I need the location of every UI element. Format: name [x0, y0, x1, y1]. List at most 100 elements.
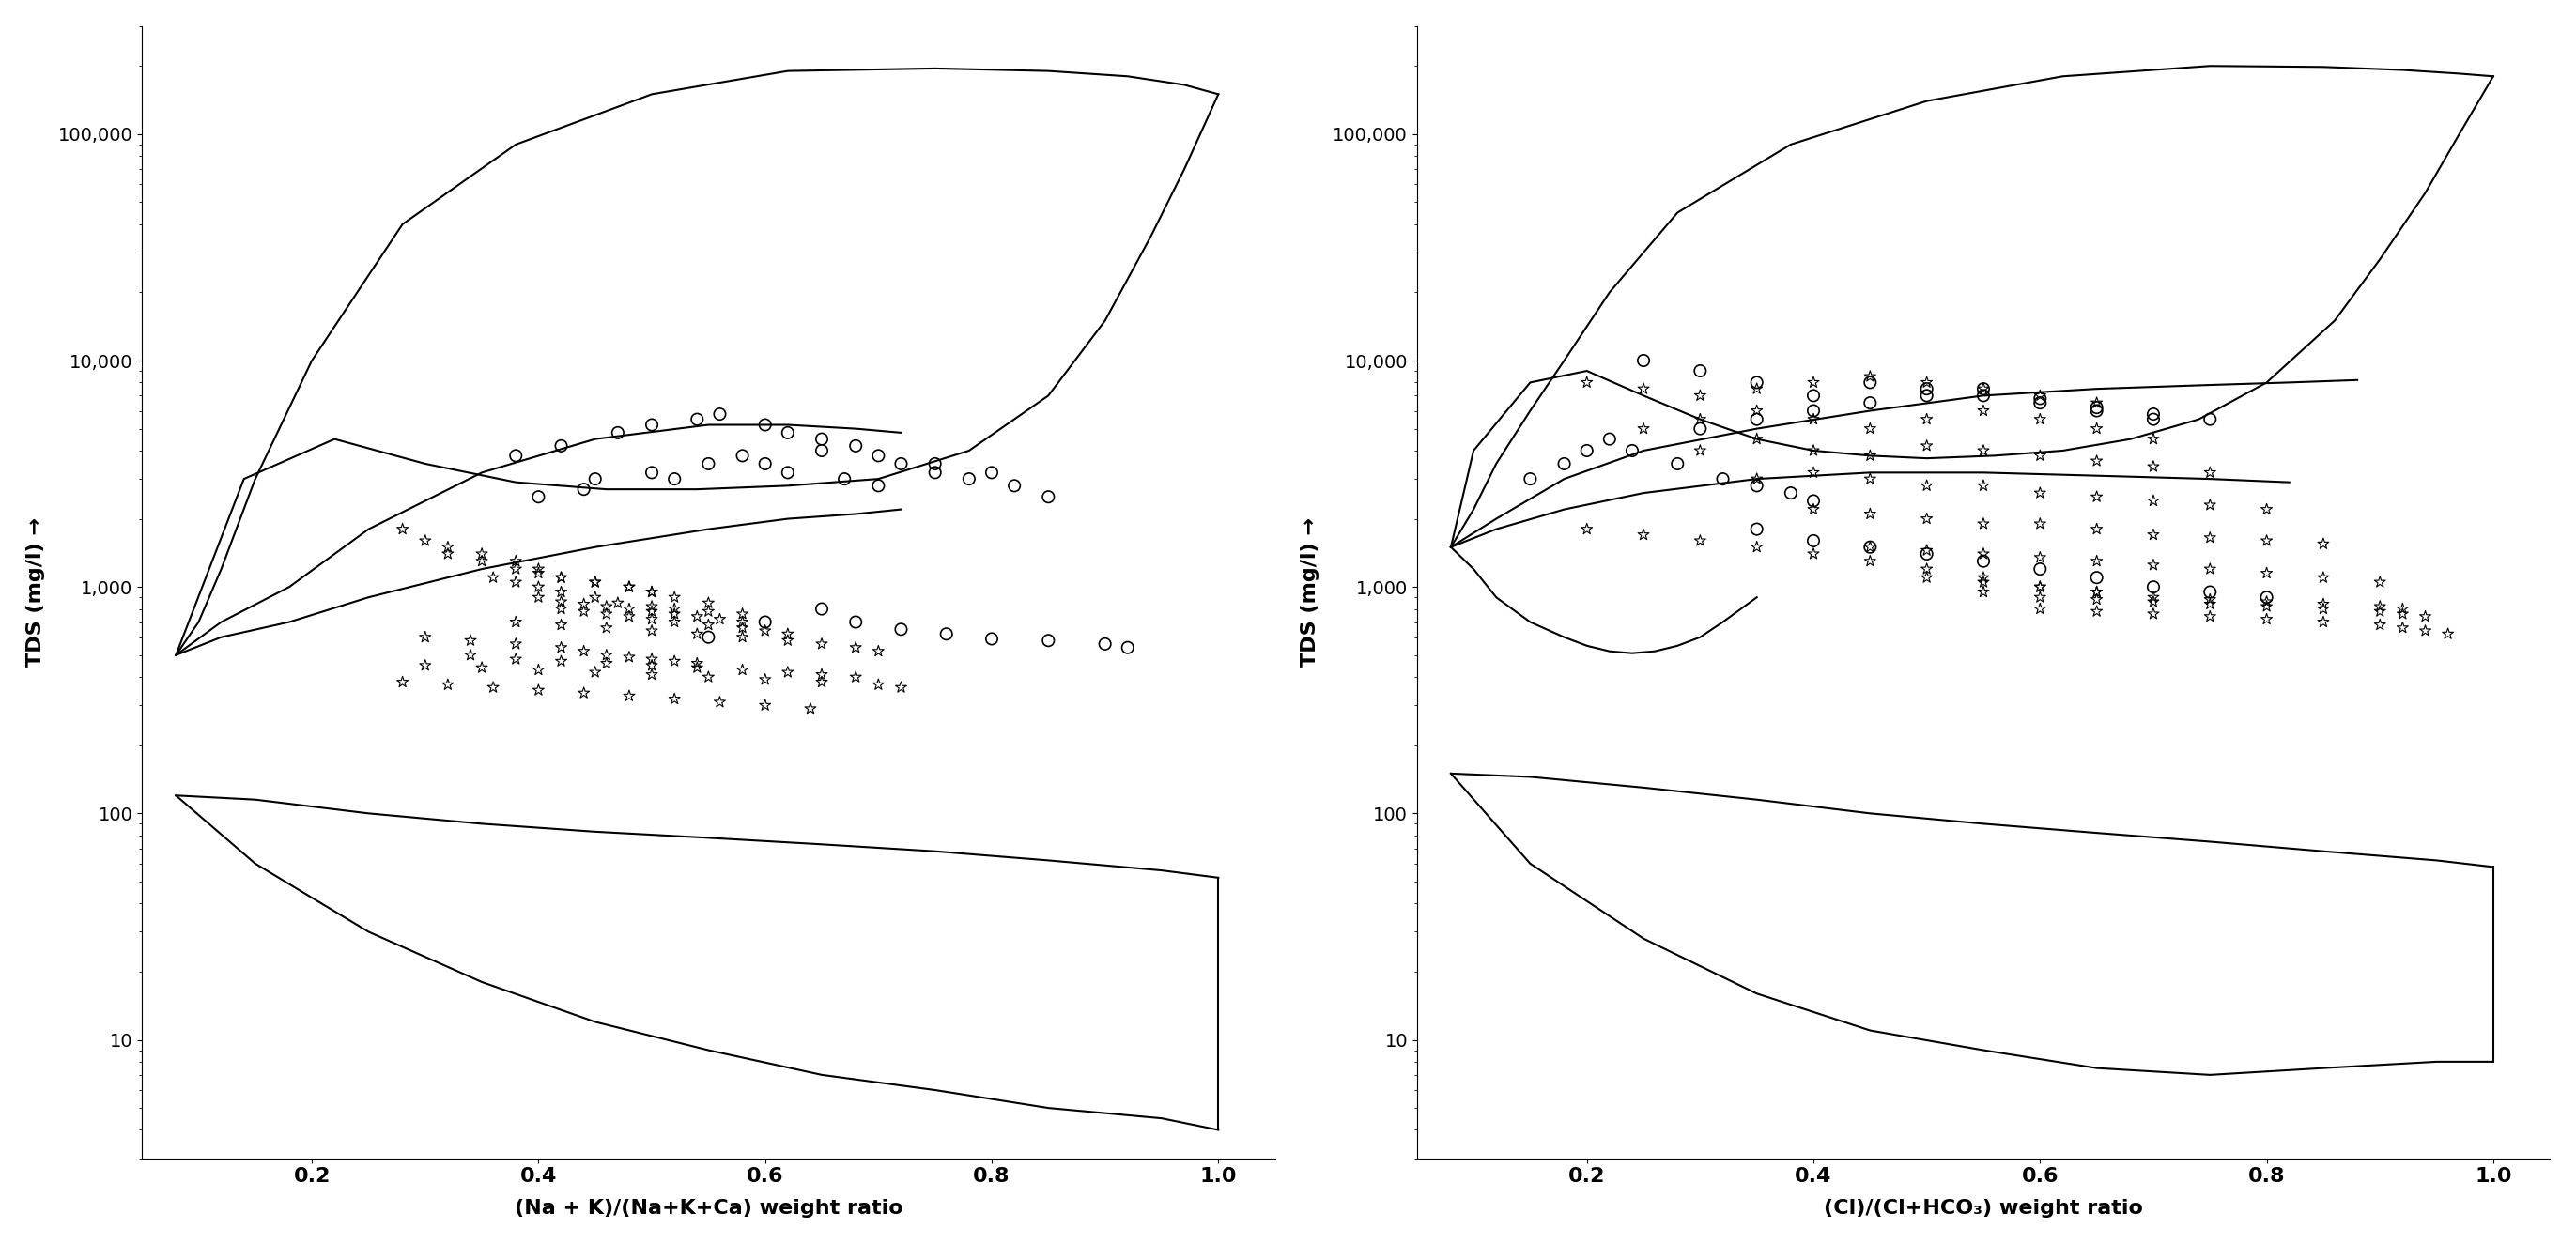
Point — [585, 605, 626, 624]
Point — [1566, 440, 1607, 460]
Point — [1906, 475, 1947, 495]
Point — [1906, 386, 1947, 406]
Point — [2246, 500, 2287, 520]
Point — [495, 445, 536, 465]
Point — [2076, 419, 2117, 439]
Point — [721, 605, 762, 624]
Point — [1793, 491, 1834, 511]
Point — [2360, 597, 2401, 617]
Point — [495, 572, 536, 592]
Point — [564, 683, 605, 703]
Point — [2020, 598, 2061, 618]
Point — [2076, 393, 2117, 413]
Point — [2020, 547, 2061, 567]
Point — [2020, 445, 2061, 465]
Point — [451, 646, 492, 666]
Point — [631, 621, 672, 641]
Point — [381, 519, 422, 539]
Point — [688, 615, 729, 634]
Point — [2246, 564, 2287, 583]
Point — [721, 661, 762, 680]
Point — [2076, 401, 2117, 420]
Text: Rainfall
dominance: Rainfall dominance — [1479, 932, 1582, 968]
Point — [881, 678, 922, 698]
Point — [1623, 525, 1664, 545]
Point — [1566, 372, 1607, 392]
Point — [2020, 587, 2061, 607]
Point — [688, 454, 729, 474]
Point — [768, 631, 809, 651]
Point — [858, 475, 899, 495]
Point — [608, 685, 649, 705]
Point — [608, 598, 649, 618]
Point — [1963, 551, 2004, 571]
Point — [518, 486, 559, 506]
Point — [1703, 469, 1744, 489]
Point — [1850, 537, 1891, 557]
Point — [1793, 401, 1834, 420]
Point — [2133, 605, 2174, 624]
Point — [1793, 463, 1834, 483]
Point — [1736, 429, 1777, 449]
Point — [1906, 435, 1947, 455]
Point — [2133, 457, 2174, 476]
Point — [631, 597, 672, 617]
Point — [404, 627, 446, 647]
Point — [1906, 559, 1947, 578]
Point — [518, 661, 559, 680]
Point — [598, 423, 639, 443]
Point — [2076, 452, 2117, 471]
Point — [2190, 582, 2231, 602]
Point — [654, 612, 696, 632]
Point — [2133, 577, 2174, 597]
Point — [1906, 540, 1947, 560]
Point — [564, 479, 605, 499]
Point — [1680, 531, 1721, 551]
Point — [1850, 419, 1891, 439]
Point — [1793, 500, 1834, 520]
Point — [2383, 605, 2424, 624]
Point — [1680, 386, 1721, 406]
Point — [1680, 419, 1721, 439]
Point — [2190, 607, 2231, 627]
Point — [2383, 618, 2424, 638]
Point — [835, 435, 876, 455]
Point — [2303, 567, 2344, 587]
Point — [451, 631, 492, 651]
Point — [541, 638, 582, 658]
Point — [608, 607, 649, 627]
Point — [2020, 514, 2061, 534]
Point — [688, 601, 729, 621]
Point — [541, 567, 582, 587]
Point — [677, 653, 719, 673]
Point — [585, 653, 626, 673]
Point — [835, 638, 876, 658]
Point — [495, 559, 536, 578]
Point — [858, 674, 899, 694]
Point — [428, 537, 469, 557]
Point — [2020, 483, 2061, 503]
Point — [631, 610, 672, 629]
Point — [2303, 612, 2344, 632]
Point — [585, 597, 626, 617]
Point — [2190, 559, 2231, 578]
Point — [1793, 531, 1834, 551]
Point — [2020, 393, 2061, 413]
Point — [461, 544, 502, 564]
Point — [631, 601, 672, 621]
Point — [585, 646, 626, 666]
Point — [1736, 379, 1777, 399]
Point — [2076, 519, 2117, 539]
Point — [801, 440, 842, 460]
Point — [574, 662, 616, 682]
Point — [835, 612, 876, 632]
Point — [631, 582, 672, 602]
Point — [914, 454, 956, 474]
Point — [688, 593, 729, 613]
Point — [2133, 525, 2174, 545]
Point — [541, 652, 582, 672]
Point — [698, 610, 739, 629]
Point — [631, 664, 672, 684]
Point — [2360, 615, 2401, 634]
Point — [2190, 595, 2231, 615]
